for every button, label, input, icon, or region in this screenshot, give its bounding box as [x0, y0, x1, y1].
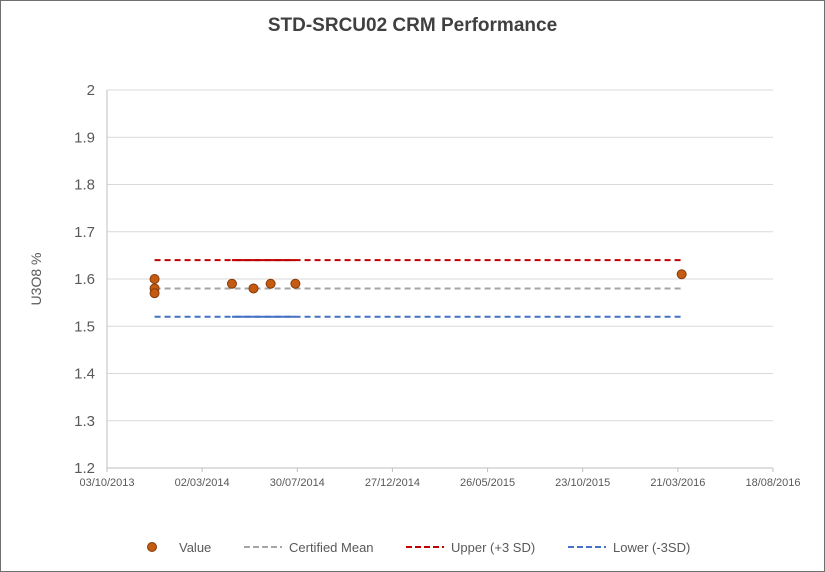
- data-point: [149, 288, 160, 299]
- y-tick-label: 1.2: [74, 460, 95, 477]
- x-tick-label: 21/03/2016: [650, 477, 705, 489]
- legend-label: Upper (+3 SD): [451, 540, 535, 555]
- data-point: [290, 278, 301, 289]
- legend-label: Certified Mean: [289, 540, 374, 555]
- y-tick-label: 1.8: [74, 177, 95, 194]
- legend-marker: [147, 542, 157, 552]
- data-point: [676, 269, 687, 280]
- y-tick-label: 1.5: [74, 318, 95, 335]
- point-layer: [149, 269, 687, 299]
- legend-label: Lower (-3SD): [613, 540, 690, 555]
- legend-label: Value: [179, 540, 211, 555]
- legend-item: Lower (-3SD): [568, 540, 690, 555]
- y-tick-label: 1.3: [74, 413, 95, 430]
- series-layer: [154, 259, 682, 318]
- chart-title: STD-SRCU02 CRM Performance: [267, 15, 558, 36]
- y-tick-label: 1.4: [74, 366, 95, 383]
- grid-layer: [107, 89, 773, 469]
- legend-item: Value: [147, 540, 211, 555]
- data-point: [248, 283, 259, 294]
- axis-layer: 1.2 1.3 1.4 1.5 1.6 1.7 1.8 1.9 2 03/10/2013 02/03…: [28, 82, 801, 489]
- x-tick-label: 23/10/2015: [555, 477, 610, 489]
- y-axis-label: U3O8 %: [28, 253, 44, 306]
- x-tick-label: 03/10/2013: [79, 477, 134, 489]
- data-point: [149, 274, 160, 284]
- x-tick-label: 18/08/2016: [745, 477, 800, 489]
- y-tick-label: 1.6: [74, 271, 95, 288]
- x-tick-label: 27/12/2014: [365, 477, 420, 489]
- y-tick-label: 2: [87, 82, 95, 99]
- y-tick-label: 1.7: [74, 224, 95, 241]
- data-point: [226, 278, 237, 289]
- x-tick-label: 02/03/2014: [175, 477, 230, 489]
- x-tick-label: 30/07/2014: [270, 477, 325, 489]
- data-point: [265, 278, 276, 289]
- x-tick-label: 26/05/2015: [460, 477, 515, 489]
- legend-item: Upper (+3 SD): [406, 540, 535, 555]
- y-tick-label: 1.9: [74, 129, 95, 146]
- legend-item: Certified Mean: [244, 540, 374, 555]
- legend: Value Certified Mean Upper (+3 SD) Lower (-…: [147, 540, 690, 555]
